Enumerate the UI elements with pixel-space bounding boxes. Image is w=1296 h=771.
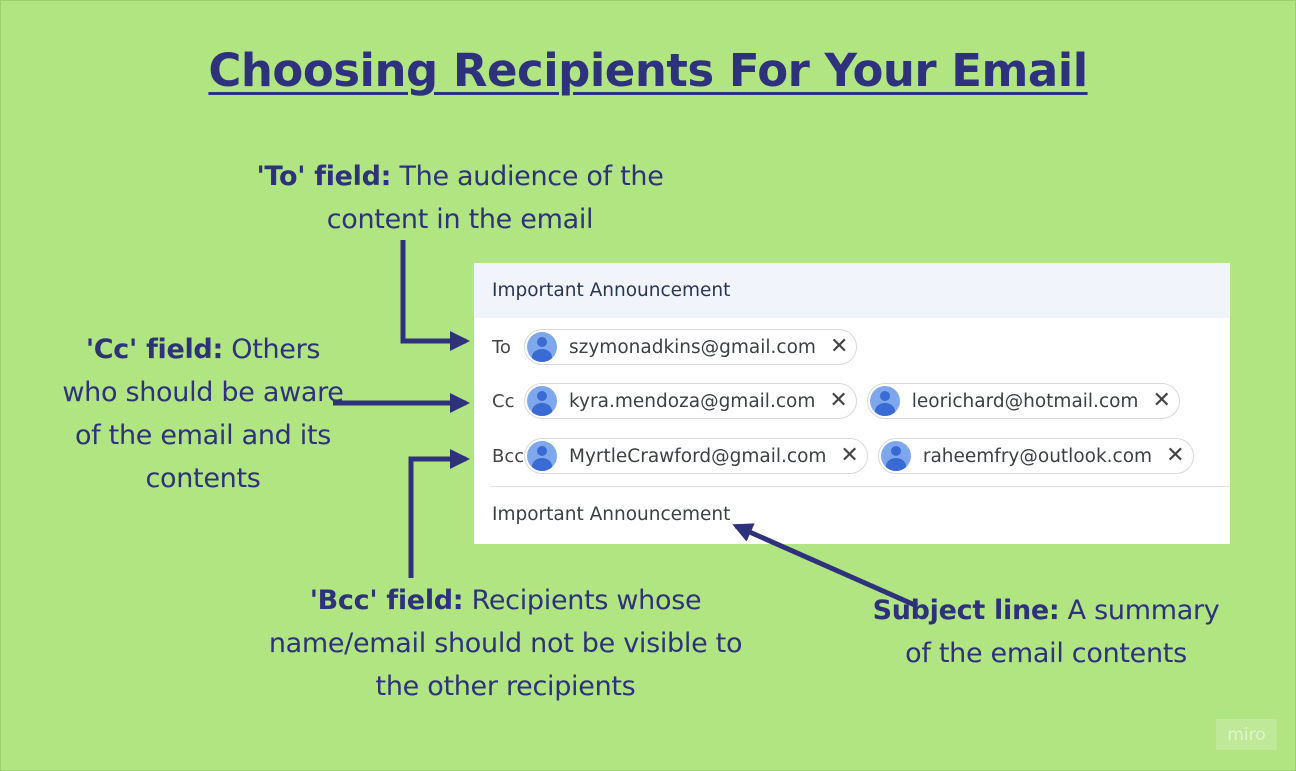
recipient-email: MyrtleCrawford@gmail.com (569, 445, 827, 467)
subject-line-note: Subject line: A summary of the email con… (868, 589, 1224, 675)
divider (490, 486, 1230, 487)
close-icon[interactable]: ✕ (1166, 443, 1185, 468)
subject-arrow (732, 523, 919, 609)
cc-label: Cc (492, 390, 515, 412)
email-compose-window: Important Announcement To szymonadkins@g… (474, 263, 1230, 544)
recipient-chip[interactable]: MyrtleCrawford@gmail.com ✕ (524, 438, 868, 474)
slide-title: Choosing Recipients For Your Email (208, 44, 1088, 97)
to-field-note: 'To' field: The audience of the content … (230, 155, 690, 241)
subject-line-note-text: A summary of the email contents (905, 595, 1220, 669)
recipient-chip[interactable]: szymonadkins@gmail.com ✕ (524, 329, 858, 365)
recipient-email: raheemfry@outlook.com (922, 445, 1153, 467)
to-label: To (492, 336, 511, 358)
bcc-field-note-label: 'Bcc' field: (309, 585, 464, 616)
avatar-icon (527, 386, 557, 416)
to-arrow (400, 240, 470, 351)
bcc-row[interactable]: Bcc MyrtleCrawford@gmail.com ✕ raheemfry… (474, 436, 1230, 476)
recipient-email: leorichard@hotmail.com (911, 390, 1139, 412)
bcc-field-note: 'Bcc' field: Recipients whose name/email… (248, 579, 763, 708)
recipient-chip[interactable]: raheemfry@outlook.com ✕ (877, 438, 1194, 474)
recipient-chip[interactable]: kyra.mendoza@gmail.com ✕ (524, 383, 857, 419)
avatar-icon (527, 332, 557, 362)
recipient-chip[interactable]: leorichard@hotmail.com ✕ (866, 383, 1180, 419)
close-icon[interactable]: ✕ (829, 334, 849, 359)
cc-field-note-text: Others who should be aware of the email … (62, 334, 344, 494)
cc-row[interactable]: Cc kyra.mendoza@gmail.com ✕ leorichard@h… (474, 381, 1230, 421)
miro-watermark: miro (1216, 719, 1277, 750)
recipient-email: szymonadkins@gmail.com (569, 336, 816, 358)
subject-line[interactable]: Important Announcement (492, 504, 731, 525)
bcc-field-note-text: Recipients whose name/email should not b… (268, 585, 743, 702)
bcc-label: Bcc (492, 445, 525, 467)
compose-header: Important Announcement (474, 263, 1230, 318)
cc-field-note: 'Cc' field: Others who should be aware o… (58, 328, 348, 500)
to-field-note-label: 'To' field: (256, 161, 392, 192)
cc-field-note-label: 'Cc' field: (85, 334, 223, 365)
close-icon[interactable]: ✕ (840, 443, 859, 468)
to-row[interactable]: To szymonadkins@gmail.com ✕ (474, 327, 1230, 367)
avatar-icon (527, 441, 557, 471)
recipient-email: kyra.mendoza@gmail.com (569, 390, 816, 412)
bcc-arrow (408, 449, 470, 578)
avatar-icon (869, 386, 900, 416)
to-field-note-text: The audience of the content in the email (326, 161, 664, 235)
close-icon[interactable]: ✕ (829, 388, 848, 413)
avatar-icon (880, 441, 911, 471)
close-icon[interactable]: ✕ (1152, 388, 1171, 413)
